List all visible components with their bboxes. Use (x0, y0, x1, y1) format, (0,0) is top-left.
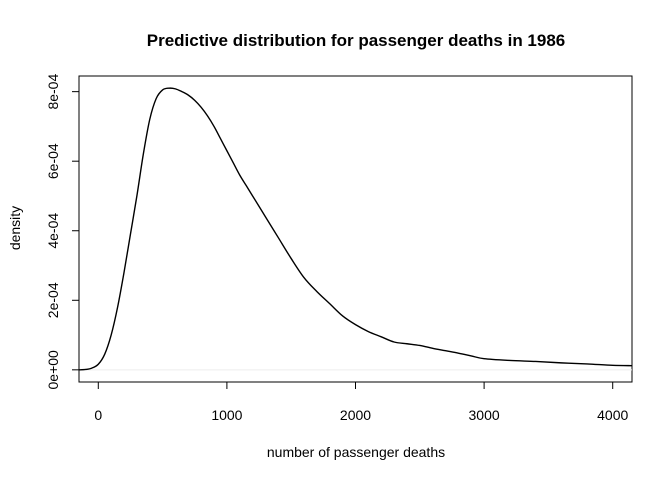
chart-title: Predictive distribution for passenger de… (147, 31, 566, 50)
x-tick-label: 1000 (211, 407, 242, 423)
x-tick-label: 0 (94, 407, 102, 423)
y-tick-label: 8e-04 (45, 74, 61, 110)
density-curve (78, 87, 633, 371)
plot-area: 0 1000 2000 3000 4000 0e+00 2e-04 4e-04 6e-04 8e-… (45, 74, 633, 423)
y-axis-label: density (7, 206, 23, 250)
y-tick-label: 6e-04 (45, 143, 61, 179)
x-tick-label: 3000 (469, 407, 500, 423)
x-tick-label: 2000 (340, 407, 371, 423)
y-tick-label: 2e-04 (45, 282, 61, 318)
x-axis-label: number of passenger deaths (267, 444, 445, 460)
x-tick-label: 4000 (597, 407, 628, 423)
plot-frame (78, 75, 633, 383)
y-tick-label: 4e-04 (45, 213, 61, 249)
y-tick-label: 0e+00 (45, 350, 61, 390)
